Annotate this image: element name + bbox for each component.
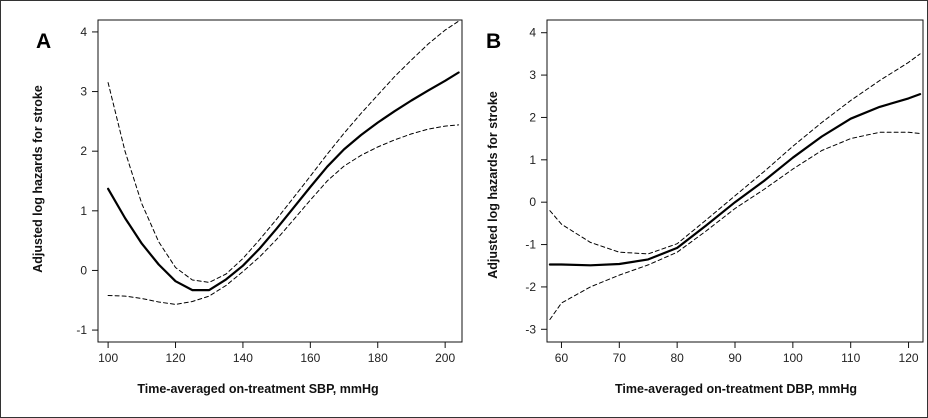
panel-b: B Adjusted log hazards for stroke Time-a… [486,19,924,396]
panel-a: A Adjusted log hazards for stroke Time-a… [31,19,463,396]
panel-a-x-tick-label: 140 [233,351,253,365]
panel-b-x-tick-label: 100 [783,351,803,365]
panel-b-y-tick-label: 4 [529,26,536,40]
panel-a-estimate-line [106,71,460,292]
panel-b-y-tick-label: 2 [529,110,536,124]
panel-a-ci-line [107,124,460,305]
panel-b-x-tick-label: 70 [613,351,627,365]
panel-a-ci-line [107,20,460,283]
panel-b-x-tick-label: 120 [899,351,919,365]
panel-b-y-tick-label: -2 [525,280,536,294]
panel-b-estimate-line [548,92,922,267]
panel-b-x-tick-label: 90 [728,351,742,365]
panel-b-ci-line [549,131,921,320]
panel-a-y-tick-label: -1 [76,323,87,337]
panel-b-x-tick-label: 80 [670,351,684,365]
panel-b-x-axis-label: Time-averaged on-treatment DBP, mmHg [615,382,857,396]
panel-b-x-tick-label: 60 [555,351,569,365]
panel-a-y-tick-label: 4 [80,25,87,39]
panel-b-y-tick-label: 1 [529,153,536,167]
panel-a-y-tick-label: 1 [80,204,87,218]
panel-b-x-tick-label: 110 [841,351,860,365]
panel-b-y-tick-label: -3 [525,322,536,336]
panel-a-y-tick-label: 3 [80,85,87,99]
panel-b-y-axis-label: Adjusted log hazards for stroke [486,91,500,279]
panel-b-y-tick-label: -1 [525,238,536,252]
panel-a-x-tick-label: 180 [368,351,388,365]
panel-a-x-tick-label: 200 [435,351,455,365]
panel-a-plot-frame [97,19,463,343]
panel-b-letter: B [486,30,501,53]
panel-a-y-tick-label: 0 [80,263,87,277]
panel-a-y-axis-label: Adjusted log hazards for stroke [31,85,45,273]
panel-a-x-tick-label: 120 [166,351,186,365]
panel-a-letter: A [36,30,51,53]
panel-a-x-tick-label: 100 [98,351,118,365]
panel-a-x-tick-label: 160 [300,351,320,365]
panel-a-x-axis-label: Time-averaged on-treatment SBP, mmHg [137,382,378,396]
panel-a-y-tick-label: 2 [80,144,87,158]
panel-b-y-tick-label: 3 [529,68,536,82]
panel-b-y-tick-label: 0 [529,195,536,209]
panel-b-ci-line [549,53,921,255]
